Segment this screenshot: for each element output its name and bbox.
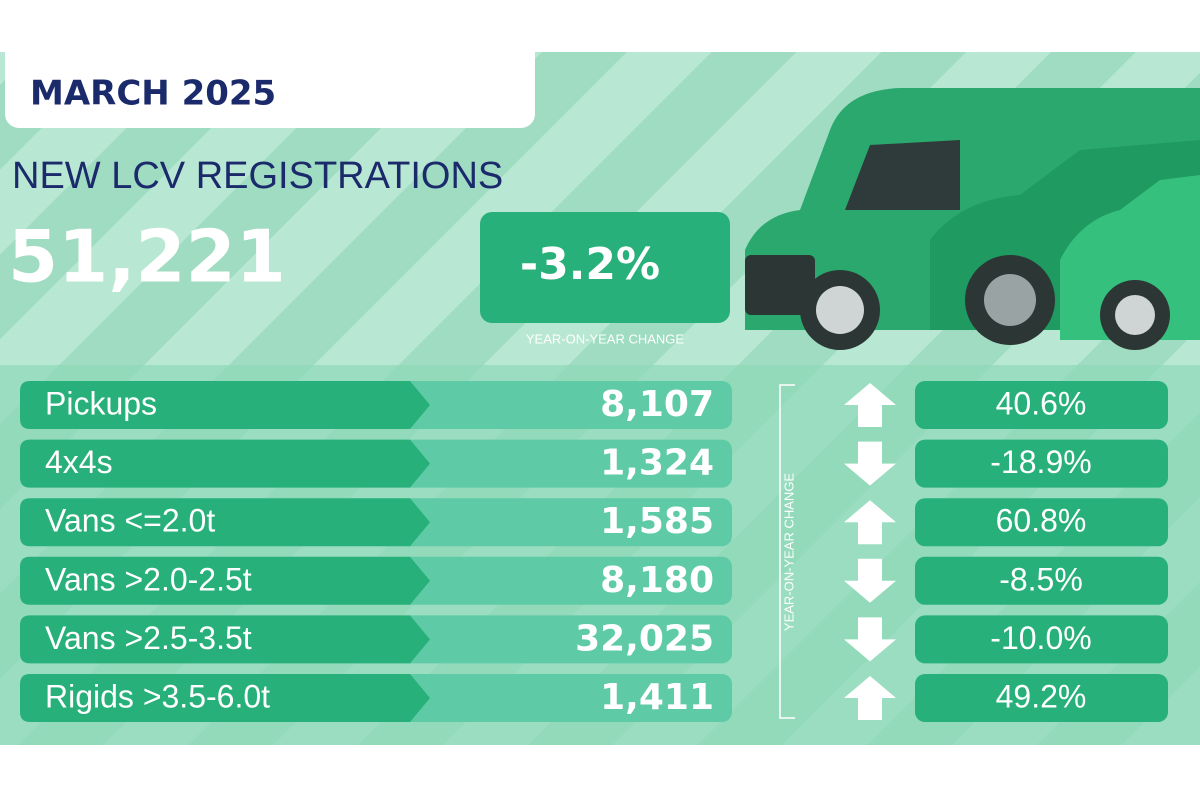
label-pill: [20, 674, 430, 722]
change-label: YEAR-ON-YEAR CHANGE: [526, 331, 685, 346]
change-pill: [915, 615, 1168, 664]
value-pill: [400, 439, 732, 488]
arrow-icon: [844, 383, 896, 427]
label-pill: [20, 498, 430, 547]
change-box: [480, 212, 730, 323]
registrations: 1,411: [600, 677, 714, 718]
registrations: 8,180: [600, 560, 714, 601]
category: Vans >2.0-2.5t: [45, 561, 252, 597]
category: Vans >2.5-3.5t: [45, 620, 252, 656]
registrations: 1,324: [600, 443, 714, 484]
yoy-change: 60.8%: [996, 503, 1087, 539]
change-pill: [915, 498, 1168, 547]
change: -3.2%: [520, 239, 660, 290]
registrations: 1,585: [600, 501, 714, 542]
registrations: 32,025: [575, 618, 714, 659]
change-pill: [915, 439, 1168, 488]
arrow-icon: [844, 500, 896, 545]
label-pill: [20, 439, 430, 488]
period-tab: [5, 40, 535, 128]
value-pill: [400, 674, 732, 722]
change-pill: [915, 556, 1168, 605]
yoy-change: 40.6%: [996, 385, 1087, 421]
side-label: YEAR-ON-YEAR CHANGE: [781, 473, 796, 632]
arrow-icon: [844, 558, 896, 603]
rows: Pickups 8,107 40.6% 4x4s 1,324 -18.9% Vans <=2…: [20, 381, 1168, 722]
yoy-change: 49.2%: [996, 678, 1087, 714]
category: Rigids >3.5-6.0t: [45, 678, 270, 714]
arrow-icon: [844, 441, 896, 486]
value-pill: [400, 381, 732, 429]
change-pill: [915, 381, 1168, 429]
value-pill: [400, 498, 732, 547]
total: 51,221: [8, 215, 286, 299]
change-pill: [915, 674, 1168, 722]
vans-illustration: [745, 88, 1200, 350]
value-pill: [400, 615, 732, 664]
value-pill: [400, 556, 732, 605]
label-pill: [20, 556, 430, 605]
label-pill: [20, 381, 430, 429]
label-pill: [20, 615, 430, 664]
category: 4x4s: [45, 444, 113, 480]
period: MARCH 2025: [30, 74, 276, 114]
side-bracket: [779, 384, 795, 719]
yoy-change: -18.9%: [990, 444, 1091, 480]
yoy-change: -8.5%: [999, 561, 1083, 597]
category: Pickups: [45, 385, 157, 421]
yoy-change: -10.0%: [990, 620, 1091, 656]
arrow-icon: [844, 617, 896, 662]
category: Vans <=2.0t: [45, 503, 215, 539]
title: NEW LCV REGISTRATIONS: [12, 155, 503, 197]
arrow-icon: [844, 676, 896, 720]
registrations: 8,107: [600, 384, 714, 425]
